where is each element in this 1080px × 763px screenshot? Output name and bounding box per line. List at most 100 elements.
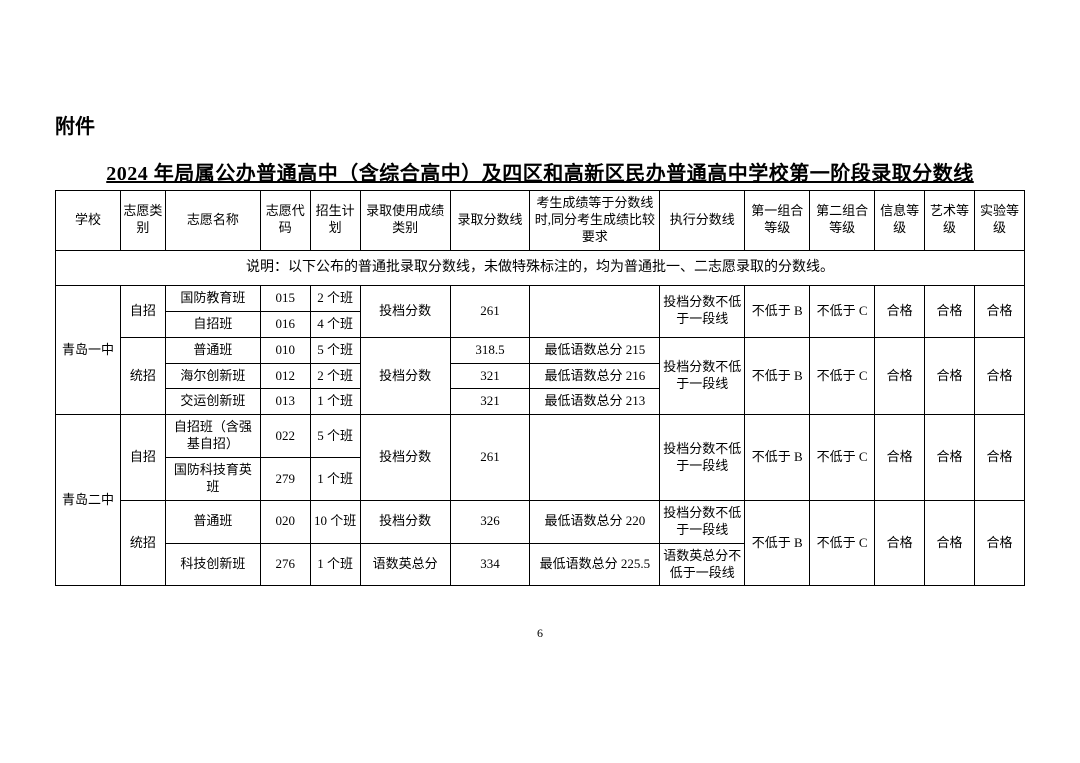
type-cell: 统招: [120, 337, 165, 415]
info: 合格: [875, 415, 925, 501]
class-plan: 10 个班: [310, 500, 360, 543]
col-cutoff: 录取分数线: [450, 191, 530, 251]
cutoff: 321: [450, 363, 530, 389]
col-g2: 第二组合等级: [810, 191, 875, 251]
g1: 不低于 B: [745, 337, 810, 415]
g2: 不低于 C: [810, 285, 875, 337]
class-code: 015: [260, 285, 310, 311]
score-type: 投档分数: [360, 285, 450, 337]
score-type: 投档分数: [360, 337, 450, 415]
class-code: 013: [260, 389, 310, 415]
exec: 投档分数不低于一段线: [660, 285, 745, 337]
col-tiebreak: 考生成绩等于分数线时,同分考生成绩比较要求: [530, 191, 660, 251]
note-row: 说明：以下公布的普通批录取分数线，未做特殊标注的，均为普通批一、二志愿录取的分数…: [56, 250, 1025, 285]
table-row: 青岛一中 自招 国防教育班 015 2 个班 投档分数 261 投档分数不低于一…: [56, 285, 1025, 311]
cutoff: 261: [450, 285, 530, 337]
class-plan: 2 个班: [310, 363, 360, 389]
col-plan: 招生计划: [310, 191, 360, 251]
class-name: 国防教育班: [165, 285, 260, 311]
col-code: 志愿代码: [260, 191, 310, 251]
class-name: 科技创新班: [165, 543, 260, 586]
col-exec: 执行分数线: [660, 191, 745, 251]
admission-scores-table: 学校 志愿类别 志愿名称 志愿代码 招生计划 录取使用成绩类别 录取分数线 考生…: [55, 190, 1025, 586]
table-row: 统招 普通班 020 10 个班 投档分数 326 最低语数总分 220 投档分…: [56, 500, 1025, 543]
tiebreak: [530, 285, 660, 337]
col-school: 学校: [56, 191, 121, 251]
tiebreak: 最低语数总分 225.5: [530, 543, 660, 586]
col-art: 艺术等级: [925, 191, 975, 251]
score-type: 语数英总分: [360, 543, 450, 586]
tiebreak: 最低语数总分 213: [530, 389, 660, 415]
class-name: 交运创新班: [165, 389, 260, 415]
art: 合格: [925, 500, 975, 586]
class-code: 010: [260, 337, 310, 363]
class-plan: 4 个班: [310, 311, 360, 337]
exec: 投档分数不低于一段线: [660, 337, 745, 415]
exp: 合格: [974, 337, 1024, 415]
score-type: 投档分数: [360, 500, 450, 543]
g1: 不低于 B: [745, 285, 810, 337]
art: 合格: [925, 415, 975, 501]
cutoff: 334: [450, 543, 530, 586]
class-name: 自招班: [165, 311, 260, 337]
class-code: 276: [260, 543, 310, 586]
class-plan: 1 个班: [310, 389, 360, 415]
school-cell: 青岛二中: [56, 415, 121, 586]
class-code: 022: [260, 415, 310, 458]
exp: 合格: [974, 500, 1024, 586]
class-name: 海尔创新班: [165, 363, 260, 389]
page-number: 6: [55, 626, 1025, 641]
tiebreak: 最低语数总分 216: [530, 363, 660, 389]
table-row: 统招 普通班 010 5 个班 投档分数 318.5 最低语数总分 215 投档…: [56, 337, 1025, 363]
exp: 合格: [974, 285, 1024, 337]
class-plan: 2 个班: [310, 285, 360, 311]
g2: 不低于 C: [810, 415, 875, 501]
col-type: 志愿类别: [120, 191, 165, 251]
g2: 不低于 C: [810, 500, 875, 586]
class-name: 普通班: [165, 337, 260, 363]
class-plan: 5 个班: [310, 337, 360, 363]
attachment-label: 附件: [55, 110, 1025, 139]
type-cell: 统招: [120, 500, 165, 586]
exec: 语数英总分不低于一段线: [660, 543, 745, 586]
cutoff: 321: [450, 389, 530, 415]
col-name: 志愿名称: [165, 191, 260, 251]
info: 合格: [875, 285, 925, 337]
cutoff: 261: [450, 415, 530, 501]
cutoff: 318.5: [450, 337, 530, 363]
col-exp: 实验等级: [974, 191, 1024, 251]
score-type: 投档分数: [360, 415, 450, 501]
tiebreak: [530, 415, 660, 501]
g1: 不低于 B: [745, 415, 810, 501]
g1: 不低于 B: [745, 500, 810, 586]
art: 合格: [925, 337, 975, 415]
class-name: 国防科技育英班: [165, 458, 260, 501]
col-g1: 第一组合等级: [745, 191, 810, 251]
class-code: 020: [260, 500, 310, 543]
exec: 投档分数不低于一段线: [660, 415, 745, 501]
exec: 投档分数不低于一段线: [660, 500, 745, 543]
col-scoretype: 录取使用成绩类别: [360, 191, 450, 251]
type-cell: 自招: [120, 415, 165, 501]
g2: 不低于 C: [810, 337, 875, 415]
class-name: 自招班（含强基自招）: [165, 415, 260, 458]
class-name: 普通班: [165, 500, 260, 543]
page-title: 2024 年局属公办普通高中（含综合高中）及四区和高新区民办普通高中学校第一阶段…: [55, 157, 1025, 186]
cutoff: 326: [450, 500, 530, 543]
exp: 合格: [974, 415, 1024, 501]
table-header-row: 学校 志愿类别 志愿名称 志愿代码 招生计划 录取使用成绩类别 录取分数线 考生…: [56, 191, 1025, 251]
info: 合格: [875, 337, 925, 415]
tiebreak: 最低语数总分 220: [530, 500, 660, 543]
class-code: 012: [260, 363, 310, 389]
art: 合格: [925, 285, 975, 337]
class-plan: 1 个班: [310, 458, 360, 501]
class-plan: 5 个班: [310, 415, 360, 458]
tiebreak: 最低语数总分 215: [530, 337, 660, 363]
class-code: 016: [260, 311, 310, 337]
type-cell: 自招: [120, 285, 165, 337]
col-info: 信息等级: [875, 191, 925, 251]
class-plan: 1 个班: [310, 543, 360, 586]
class-code: 279: [260, 458, 310, 501]
note-text: 说明：以下公布的普通批录取分数线，未做特殊标注的，均为普通批一、二志愿录取的分数…: [56, 250, 1025, 285]
table-row: 青岛二中 自招 自招班（含强基自招） 022 5 个班 投档分数 261 投档分…: [56, 415, 1025, 458]
